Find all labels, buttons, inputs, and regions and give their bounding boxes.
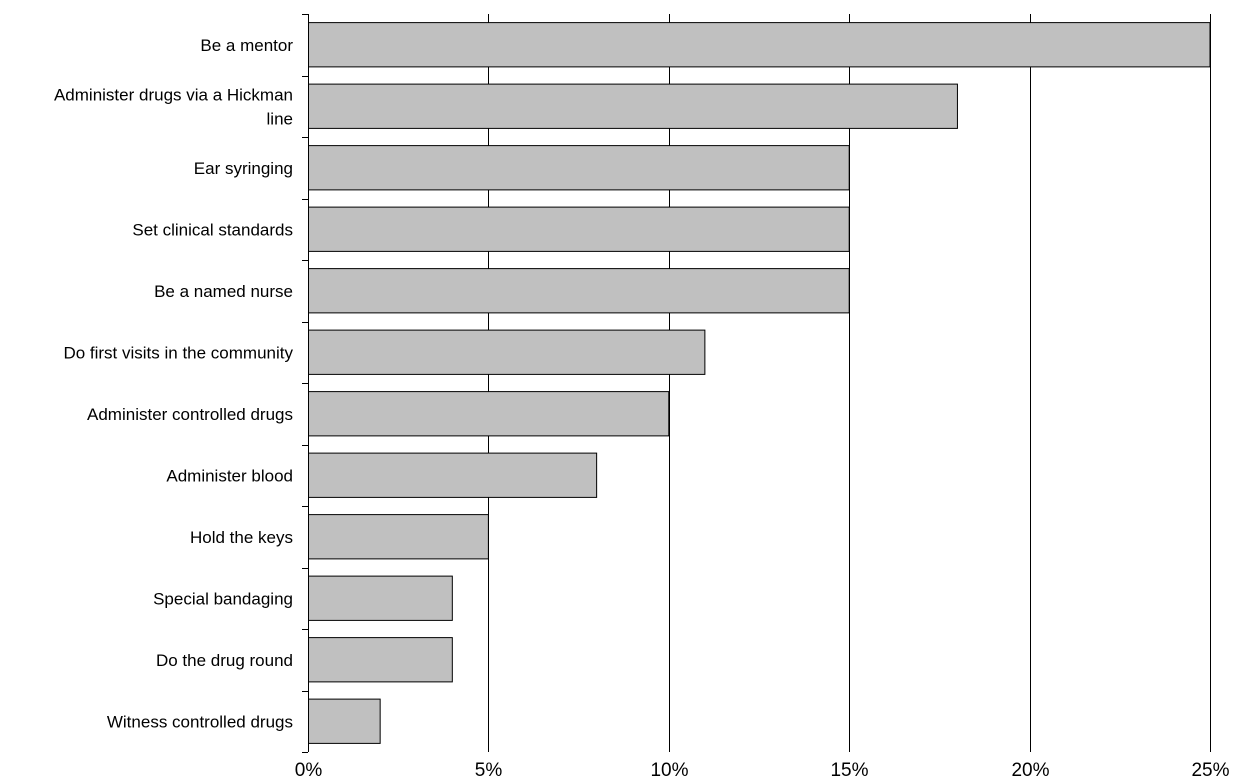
category-label-line: Be a named nurse xyxy=(154,282,293,301)
bar xyxy=(308,698,381,744)
category-label-line: Administer drugs via a Hickman xyxy=(54,85,293,104)
category-label: Do the drug round xyxy=(156,651,293,670)
bar xyxy=(308,83,958,129)
category-label-line: Ear syringing xyxy=(194,159,293,178)
category-label: Hold the keys xyxy=(190,528,293,547)
category-label-line: Special bandaging xyxy=(153,589,293,608)
bar xyxy=(308,268,850,314)
x-tick-label: 25% xyxy=(1191,760,1229,781)
bar xyxy=(308,22,1211,68)
y-axis xyxy=(302,14,309,753)
category-label-line: Do first visits in the community xyxy=(63,343,293,362)
category-label-line: Administer controlled drugs xyxy=(87,405,293,424)
category-label: Do first visits in the community xyxy=(63,343,293,362)
bar xyxy=(308,452,598,498)
bar xyxy=(308,575,453,621)
bar xyxy=(308,391,670,437)
bar xyxy=(308,329,706,375)
category-label-line: Be a mentor xyxy=(200,36,293,55)
category-label-line: Set clinical standards xyxy=(132,220,293,239)
category-label: Witness controlled drugs xyxy=(107,712,293,731)
x-tick-label: 10% xyxy=(650,760,688,781)
category-label-line: line xyxy=(267,109,293,128)
category-label: Be a mentor xyxy=(200,36,293,55)
category-label: Administer blood xyxy=(166,466,293,485)
x-tick-label: 5% xyxy=(475,760,503,781)
category-label-line: Hold the keys xyxy=(190,528,293,547)
bar xyxy=(308,206,850,252)
category-label-line: Witness controlled drugs xyxy=(107,712,293,731)
bars xyxy=(308,22,1211,744)
category-label: Administer drugs via a Hickman line xyxy=(54,85,293,128)
category-labels: Be a mentor Administer drugs via a Hickma… xyxy=(54,36,294,732)
x-tick-labels: 0% 5% 10% 15% 20% 25% xyxy=(295,760,1230,781)
bar xyxy=(308,514,489,560)
category-label: Set clinical standards xyxy=(132,220,293,239)
category-label-line: Do the drug round xyxy=(156,651,293,670)
x-tick-label: 20% xyxy=(1011,760,1049,781)
category-label: Special bandaging xyxy=(153,589,293,608)
category-label-line: Administer blood xyxy=(166,466,293,485)
category-label: Ear syringing xyxy=(194,159,293,178)
bar xyxy=(308,637,453,683)
bar xyxy=(308,145,850,191)
category-label: Administer controlled drugs xyxy=(87,405,293,424)
category-label: Be a named nurse xyxy=(154,282,293,301)
x-tick-label: 0% xyxy=(295,760,323,781)
gridlines xyxy=(488,14,1211,752)
x-tick-label: 15% xyxy=(830,760,868,781)
